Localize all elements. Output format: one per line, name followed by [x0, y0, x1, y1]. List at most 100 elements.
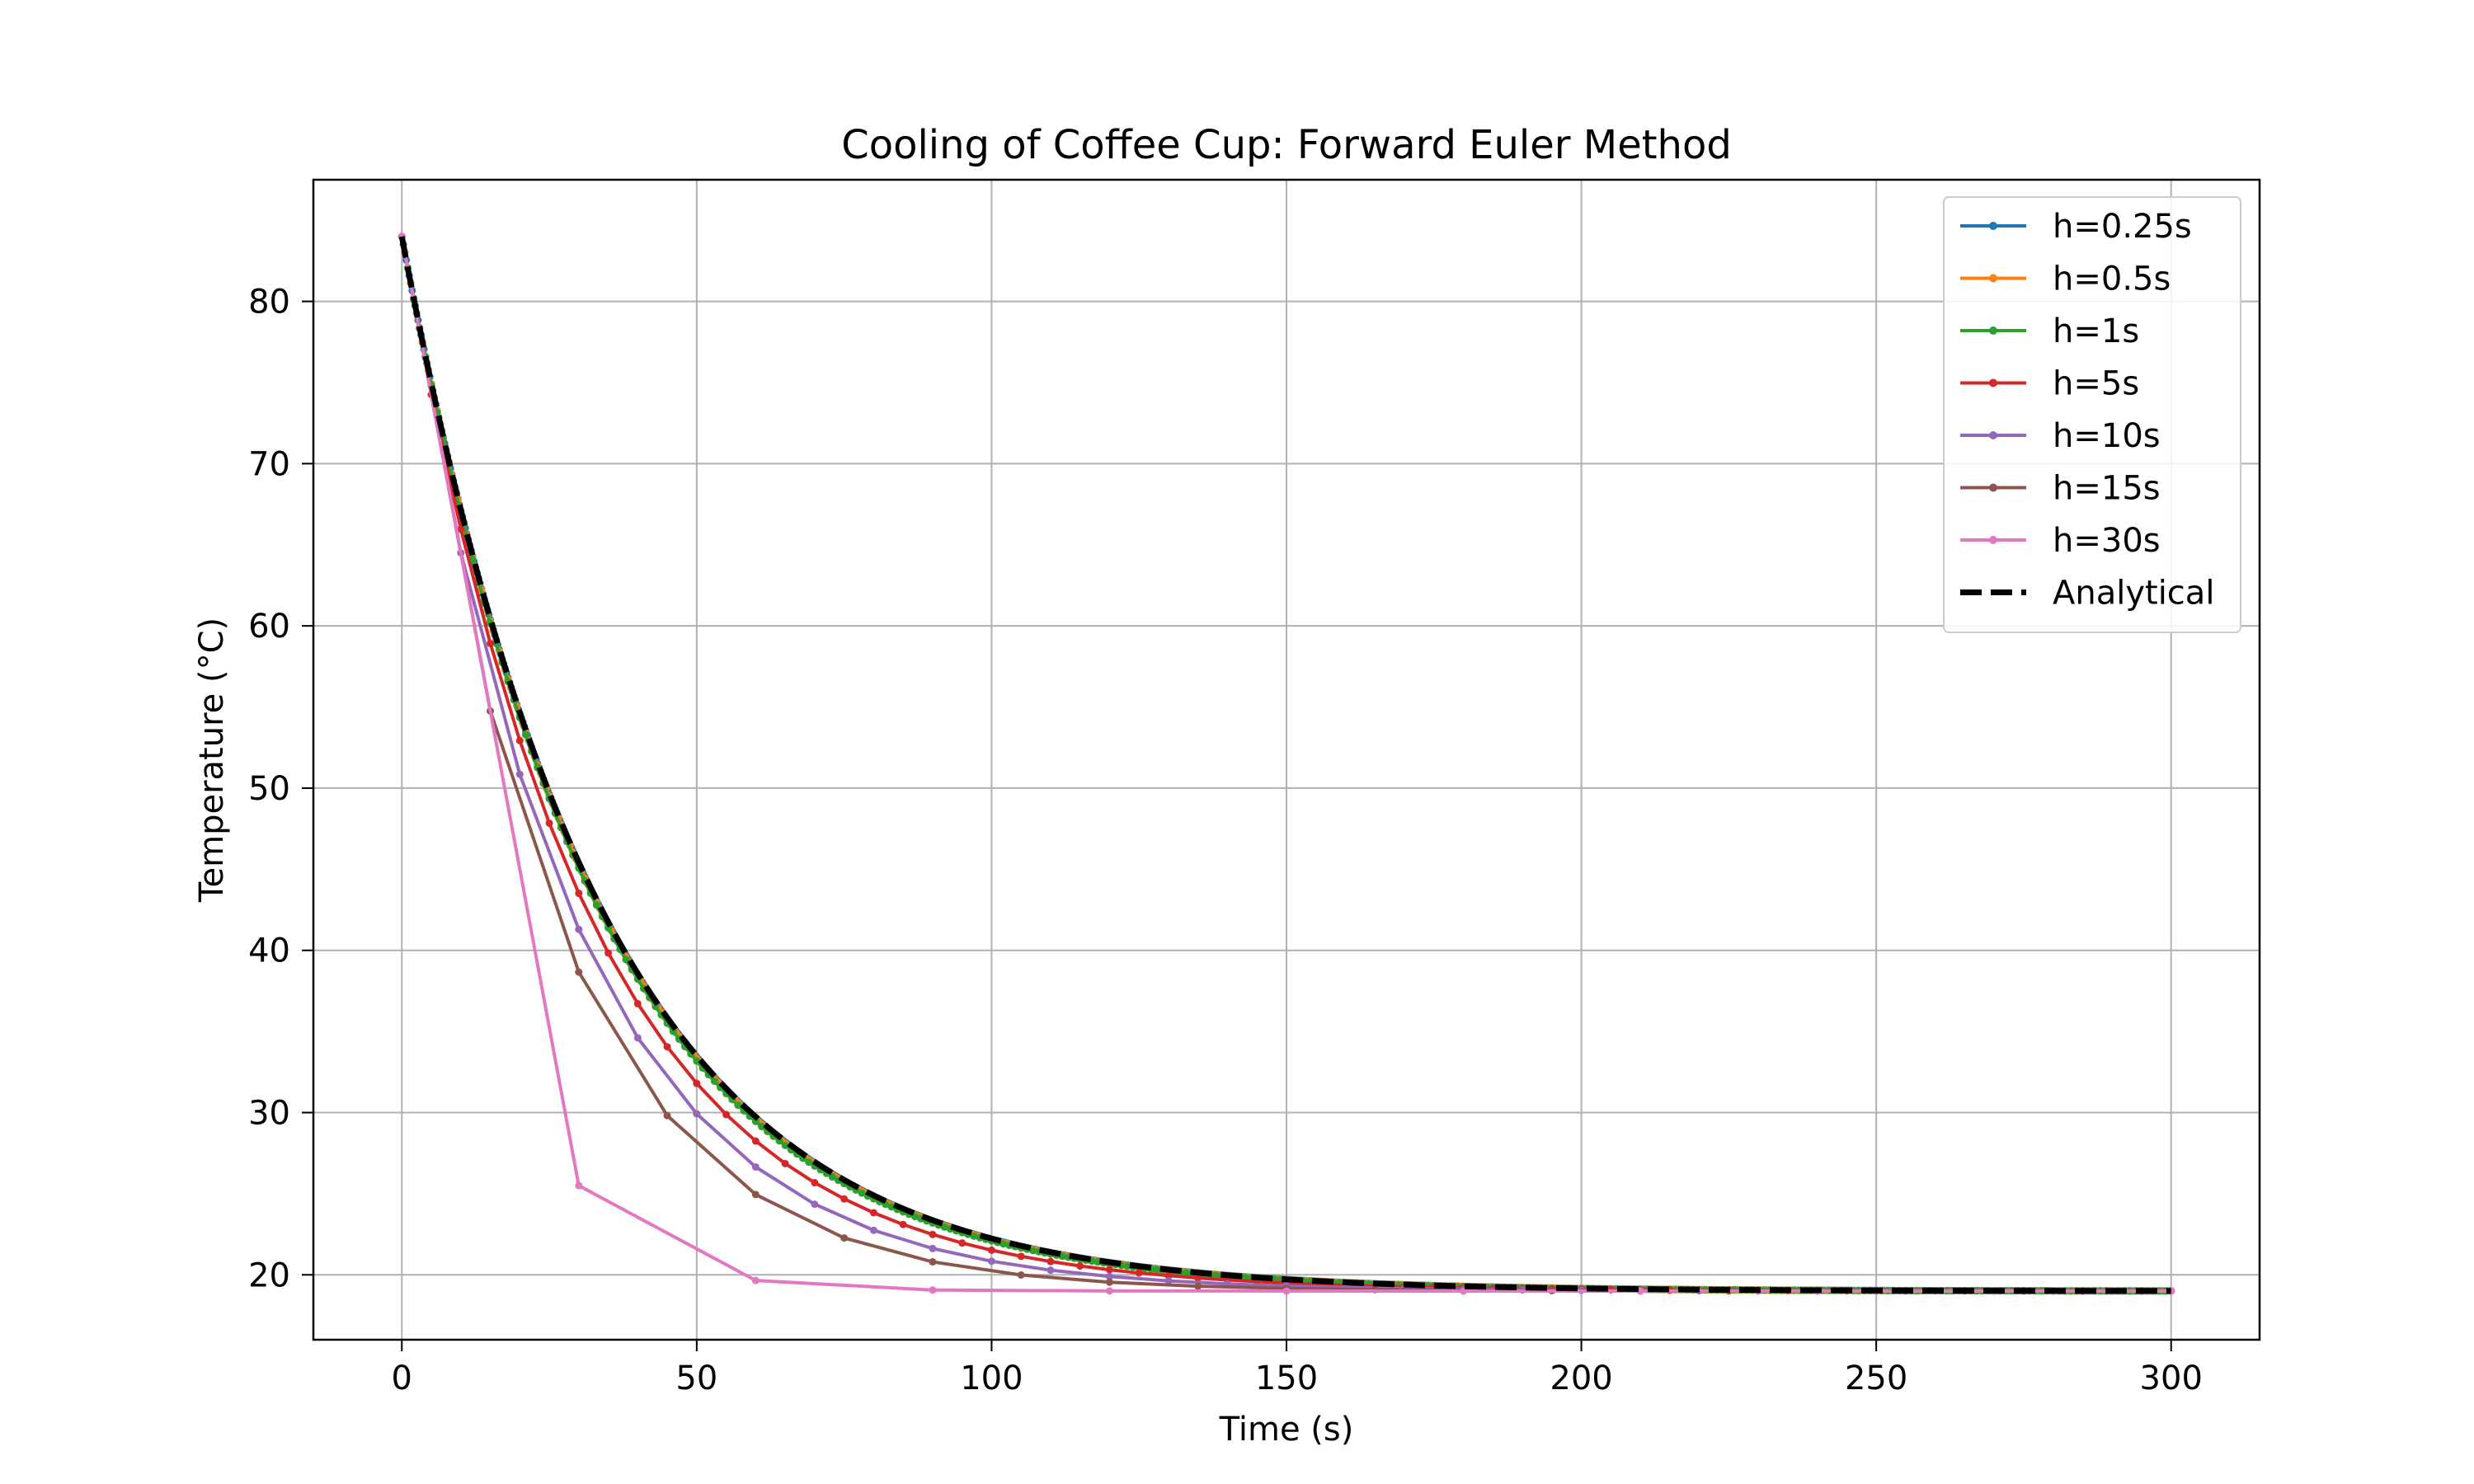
data-point	[869, 1226, 877, 1234]
data-point	[457, 525, 465, 533]
data-point	[633, 999, 642, 1007]
data-point	[929, 1286, 937, 1294]
data-point	[751, 1276, 760, 1284]
data-point	[751, 1162, 760, 1171]
data-point	[1135, 1269, 1143, 1277]
legend-entry-h-5s: h=5s	[1960, 365, 2139, 403]
data-point	[515, 770, 524, 778]
data-point	[633, 1034, 642, 1042]
data-point	[622, 956, 630, 964]
data-point	[970, 1232, 978, 1240]
legend-entry-h-10s: h=10s	[1960, 417, 2161, 455]
y-axis-label: Temperature (°C)	[193, 618, 231, 903]
data-point	[575, 890, 583, 898]
data-point	[828, 1173, 836, 1181]
data-point	[1194, 1274, 1202, 1282]
data-point	[1105, 1287, 1113, 1295]
y-tick-label: 40	[248, 932, 290, 970]
y-tick-label: 20	[248, 1256, 290, 1294]
data-point	[722, 1111, 731, 1119]
data-point	[887, 1203, 896, 1211]
data-point	[1076, 1262, 1084, 1270]
chart-title: Cooling of Coffee Cup: Forward Euler Met…	[841, 122, 1732, 168]
series-line-analytical	[398, 236, 2171, 1294]
data-point	[811, 1200, 819, 1209]
data-point	[781, 1141, 789, 1149]
data-point	[775, 1137, 783, 1145]
data-point	[693, 1079, 701, 1087]
data-point	[840, 1234, 849, 1242]
legend: h=0.25s h=0.5s h=1s h=5s h=10s h=15s h=30s Anal…	[1943, 196, 2241, 633]
y-tick-label: 60	[248, 608, 290, 646]
legend-label: h=30s	[2053, 522, 2161, 560]
legend-marker	[1989, 536, 1997, 544]
data-point	[987, 1246, 995, 1254]
data-point	[710, 1077, 718, 1085]
legend-entry-h-0-25s: h=0.25s	[1960, 208, 2192, 246]
data-point	[899, 1220, 907, 1228]
data-point	[1094, 1258, 1102, 1266]
data-point	[693, 1057, 701, 1065]
data-point	[663, 1111, 671, 1120]
data-point	[858, 1189, 866, 1197]
legend-label: h=10s	[2053, 417, 2161, 455]
legend-marker	[1989, 431, 1997, 439]
legend-marker	[1989, 378, 1997, 387]
legend-label: h=5s	[2053, 365, 2139, 403]
plot-series	[397, 232, 2175, 1295]
data-point	[734, 1101, 742, 1110]
data-point	[929, 1244, 937, 1252]
legend-label: h=15s	[2053, 470, 2161, 508]
data-point	[1105, 1266, 1113, 1274]
data-point	[575, 925, 583, 933]
y-tick-label: 80	[248, 284, 290, 322]
data-point	[1017, 1252, 1025, 1261]
y-tick-label: 30	[248, 1095, 290, 1133]
data-point	[869, 1209, 877, 1217]
data-point	[1105, 1272, 1113, 1280]
y-tick-label: 50	[248, 770, 290, 808]
data-point	[805, 1158, 813, 1167]
data-point	[693, 1110, 701, 1118]
legend-entry-h-30s: h=30s	[1960, 522, 2161, 560]
legend-entry-h-15s: h=15s	[1960, 470, 2161, 508]
data-point	[1017, 1270, 1025, 1279]
data-point	[1182, 1269, 1190, 1277]
data-point	[545, 819, 553, 827]
x-tick-label: 200	[1550, 1360, 1612, 1397]
data-point	[781, 1159, 789, 1167]
legend-entry-h-1s: h=1s	[1960, 312, 2139, 350]
data-point	[1153, 1266, 1161, 1274]
data-point	[592, 901, 600, 909]
legend-marker	[1989, 222, 1997, 230]
data-point	[575, 1181, 583, 1190]
y-tick-label: 70	[248, 445, 290, 483]
legend-marker	[1989, 483, 1997, 492]
data-point	[1211, 1271, 1220, 1280]
x-tick-label: 150	[1255, 1360, 1318, 1397]
data-point	[940, 1223, 948, 1231]
legend-entry-analytical: Analytical	[1960, 575, 2214, 613]
x-tick-label: 50	[675, 1360, 717, 1397]
x-tick-label: 100	[960, 1360, 1023, 1397]
legend-label: h=0.25s	[2053, 208, 2192, 246]
legend-marker	[1989, 274, 1997, 283]
data-point	[929, 1258, 937, 1266]
data-point	[1194, 1282, 1202, 1290]
data-point	[929, 1230, 937, 1238]
data-point	[1028, 1247, 1037, 1255]
x-axis-label: Time (s)	[1219, 1411, 1354, 1449]
legend-label: h=1s	[2053, 312, 2139, 350]
data-point	[999, 1240, 1008, 1248]
data-point	[1164, 1277, 1173, 1285]
data-point	[575, 968, 583, 976]
data-point	[958, 1239, 967, 1247]
data-point	[1123, 1262, 1131, 1270]
axis-ticks: 0 50 100 150 200 250 300 20 30 40 50 60 70 80	[248, 284, 2203, 1397]
data-point	[1164, 1271, 1173, 1280]
data-point	[487, 639, 495, 647]
x-tick-label: 250	[1845, 1360, 1907, 1397]
x-tick-label: 0	[392, 1360, 412, 1397]
data-point	[751, 1190, 760, 1199]
legend-entry-h-0-5s: h=0.5s	[1960, 261, 2171, 298]
